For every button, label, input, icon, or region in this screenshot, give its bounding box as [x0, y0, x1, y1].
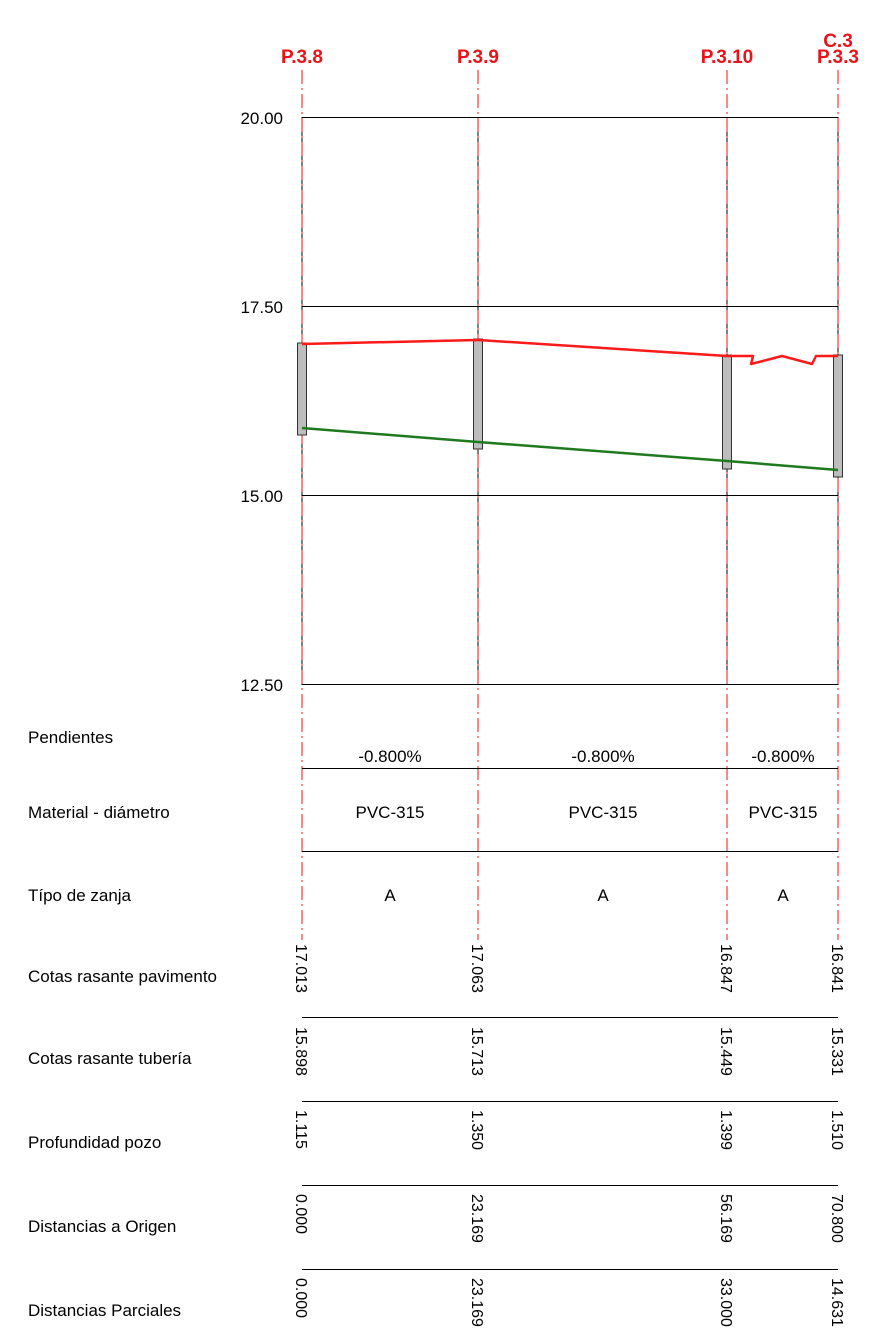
cota-tuberia-value: 15.898	[292, 1027, 309, 1076]
dist-origen-value: 0.000	[292, 1194, 309, 1234]
material-cell: PVC-315	[749, 803, 818, 822]
well-values: 17.013 17.063 16.847 16.841 15.898 15.71…	[292, 944, 845, 1327]
dist-origen-value: 56.169	[717, 1194, 734, 1243]
well-vertical-lines	[301, 117, 839, 685]
label-dist-parcial: Distancias Parciales	[28, 1301, 181, 1320]
y-tick-label: 15.00	[240, 487, 283, 506]
label-cota-tuberia: Cotas rasante tubería	[28, 1049, 192, 1068]
cota-tuberia-value: 15.713	[468, 1027, 485, 1076]
material-cell: PVC-315	[356, 803, 425, 822]
well-extra-label: C.3	[823, 31, 853, 52]
material-cell: PVC-315	[569, 803, 638, 822]
well-name: P.3.8	[281, 47, 323, 68]
dist-parcial-value: 33.000	[717, 1278, 734, 1327]
cota-pavimento-value: 16.847	[717, 944, 734, 993]
label-cota-pavimento: Cotas rasante pavimento	[28, 967, 217, 986]
manhole	[833, 354, 843, 478]
label-zanja: Típo de zanja	[28, 886, 132, 905]
zanja-cell: A	[597, 886, 609, 905]
zanja-cell: A	[777, 886, 789, 905]
profundidad-value: 1.510	[828, 1110, 845, 1150]
cota-tuberia-value: 15.449	[717, 1027, 734, 1076]
cota-tuberia-value: 15.331	[828, 1027, 845, 1076]
pendiente-cell: -0.800%	[358, 747, 421, 766]
table-lines	[302, 768, 838, 1270]
y-tick-label: 17.50	[240, 298, 283, 317]
pavement-line	[301, 338, 838, 366]
label-dist-origen: Distancias a Origen	[28, 1217, 176, 1236]
pendiente-cell: -0.800%	[571, 747, 634, 766]
profile-grid	[302, 117, 838, 685]
dist-parcial-value: 0.000	[292, 1278, 309, 1318]
manhole	[722, 354, 732, 470]
label-profundidad: Profundidad pozo	[28, 1133, 161, 1152]
manhole	[297, 342, 307, 436]
profundidad-value: 1.399	[717, 1110, 734, 1150]
label-material: Material - diámetro	[28, 803, 170, 822]
y-axis: 20.00 17.50 15.00 12.50	[240, 109, 283, 695]
well-names: P.3.8 P.3.9 P.3.10 C.3 P.3.3	[281, 31, 859, 68]
dist-parcial-value: 14.631	[828, 1278, 845, 1327]
profundidad-value: 1.115	[292, 1110, 309, 1149]
cota-pavimento-value: 17.063	[468, 944, 485, 993]
pipe-line	[301, 426, 839, 472]
manhole	[473, 338, 483, 450]
segment-cells: -0.800% -0.800% -0.800% PVC-315 PVC-315 …	[356, 747, 818, 905]
y-tick-label: 12.50	[240, 676, 283, 695]
well-name: P.3.3	[817, 47, 859, 68]
well-name: P.3.9	[457, 47, 499, 68]
cota-pavimento-value: 17.013	[292, 944, 309, 993]
label-pendientes: Pendientes	[28, 728, 113, 747]
zanja-cell: A	[384, 886, 396, 905]
y-tick-label: 20.00	[240, 109, 283, 128]
pendiente-cell: -0.800%	[751, 747, 814, 766]
well-name: P.3.10	[701, 47, 753, 68]
row-labels: Pendientes Material - diámetro Típo de z…	[28, 728, 217, 1320]
well-axes	[301, 70, 839, 940]
manholes	[297, 338, 843, 478]
profundidad-value: 1.350	[468, 1110, 485, 1150]
cota-pavimento-value: 16.841	[828, 944, 845, 993]
dist-origen-value: 70.800	[828, 1194, 845, 1243]
dist-origen-value: 23.169	[468, 1194, 485, 1243]
dist-parcial-value: 23.169	[468, 1278, 485, 1327]
